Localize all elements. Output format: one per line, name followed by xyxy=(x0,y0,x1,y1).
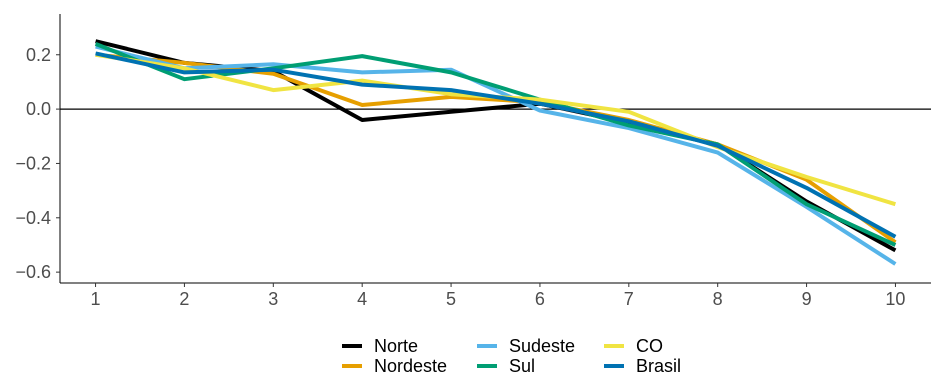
x-tick-label: 3 xyxy=(268,289,278,309)
x-tick-label: 8 xyxy=(713,289,723,309)
x-tick-label: 10 xyxy=(885,289,905,309)
y-tick-label: 0.0 xyxy=(26,99,51,119)
axes: 0.2 0.0 −0.2 −0.4 −0.6 1 2 3 4 5 6 7 8 9 10 xyxy=(15,14,931,309)
x-tick-label: 9 xyxy=(802,289,812,309)
x-tick-label: 6 xyxy=(535,289,545,309)
y-tick-label: −0.4 xyxy=(15,208,51,228)
legend-label-brasil: Brasil xyxy=(636,356,681,376)
legend-label-nordeste: Nordeste xyxy=(374,356,447,376)
legend-label-co: CO xyxy=(636,336,663,356)
y-tick-label: −0.6 xyxy=(15,262,51,282)
series-line-nordeste xyxy=(95,52,897,244)
x-tick-label: 5 xyxy=(446,289,456,309)
legend-label-norte: Norte xyxy=(374,336,418,356)
series-line-sul xyxy=(94,42,897,247)
legend-label-sul: Sul xyxy=(509,356,535,376)
legend-label-sudeste: Sudeste xyxy=(509,336,575,356)
x-tick-label: 2 xyxy=(179,289,189,309)
y-tick-label: −0.2 xyxy=(15,153,51,173)
y-tick-label: 0.2 xyxy=(26,45,51,65)
x-tick-label: 4 xyxy=(357,289,367,309)
series-lines xyxy=(94,39,897,266)
x-tick-label: 7 xyxy=(624,289,634,309)
series-line-brasil xyxy=(95,51,897,239)
series-line-sudeste xyxy=(95,44,897,266)
x-tick-label: 1 xyxy=(91,289,101,309)
